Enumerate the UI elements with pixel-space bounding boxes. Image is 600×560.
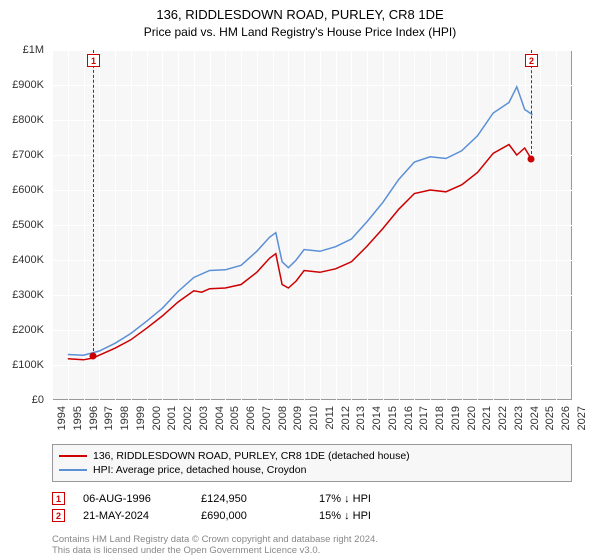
x-tick-label: 2002 [182,406,194,430]
y-tick-label: £600K [0,184,44,196]
x-tick-label: 2010 [308,406,320,430]
y-tick-label: £400K [0,254,44,266]
series-lines [52,50,572,400]
x-tick-label: 2025 [544,406,556,430]
marker-flag-1: 1 [87,54,100,67]
x-tick-label: 2016 [403,406,415,430]
y-tick-label: £200K [0,324,44,336]
x-tick-label: 2003 [198,406,210,430]
marker-box-1: 1 [52,492,65,505]
marker-price-1: £124,950 [201,493,301,505]
x-tick-label: 2006 [245,406,257,430]
marker-dot-2 [528,155,535,162]
x-tick-label: 2013 [355,406,367,430]
x-tick-label: 2004 [214,406,226,430]
grid-h [52,400,572,401]
x-tick-label: 2007 [261,406,273,430]
x-tick-label: 2000 [151,406,163,430]
x-tick-label: 1996 [88,406,100,430]
x-tick-label: 2001 [166,406,178,430]
x-tick-label: 1995 [72,406,84,430]
x-tick-label: 2014 [371,406,383,430]
x-tick-label: 2008 [277,406,289,430]
x-tick-label: 2022 [497,406,509,430]
x-tick-label: 2009 [292,406,304,430]
x-tick-label: 2015 [387,406,399,430]
x-tick-label: 2020 [466,406,478,430]
x-tick-label: 2005 [229,406,241,430]
marker-table: 1 06-AUG-1996 £124,950 17% ↓ HPI 2 21-MA… [52,490,572,524]
legend-swatch-price [59,455,87,457]
chart-area: 12 £0£100K£200K£300K£400K£500K£600K£700K… [52,50,572,400]
marker-row-2: 2 21-MAY-2024 £690,000 15% ↓ HPI [52,507,572,524]
chart-container: 136, RIDDLESDOWN ROAD, PURLEY, CR8 1DE P… [0,0,600,560]
marker-box-2: 2 [52,509,65,522]
x-tick-label: 2021 [481,406,493,430]
x-tick-label: 2024 [529,406,541,430]
marker-row-1: 1 06-AUG-1996 £124,950 17% ↓ HPI [52,490,572,507]
y-tick-label: £700K [0,149,44,161]
x-tick-label: 2018 [434,406,446,430]
title-main: 136, RIDDLESDOWN ROAD, PURLEY, CR8 1DE [0,6,600,24]
y-tick-label: £0 [0,394,44,406]
x-tick-label: 1997 [103,406,115,430]
legend-label-price: 136, RIDDLESDOWN ROAD, PURLEY, CR8 1DE (… [93,450,410,462]
series-hpi [68,87,533,355]
y-tick-label: £900K [0,79,44,91]
x-tick-label: 1998 [119,406,131,430]
legend-row-price: 136, RIDDLESDOWN ROAD, PURLEY, CR8 1DE (… [59,449,565,463]
marker-delta-2: 15% ↓ HPI [319,510,419,522]
y-tick-label: £300K [0,289,44,301]
x-tick-label: 2012 [340,406,352,430]
legend-swatch-hpi [59,469,87,471]
footer: Contains HM Land Registry data © Crown c… [52,534,378,557]
x-tick-label: 2017 [418,406,430,430]
y-tick-label: £800K [0,114,44,126]
series-price_paid [68,145,531,360]
marker-delta-1: 17% ↓ HPI [319,493,419,505]
title-block: 136, RIDDLESDOWN ROAD, PURLEY, CR8 1DE P… [0,0,600,41]
x-tick-label: 2019 [450,406,462,430]
legend-label-hpi: HPI: Average price, detached house, Croy… [93,464,306,476]
x-tick-label: 1994 [56,406,68,430]
x-tick-label: 2023 [513,406,525,430]
y-tick-label: £1M [0,44,44,56]
x-tick-label: 2027 [576,406,588,430]
marker-flag-2: 2 [525,54,538,67]
marker-price-2: £690,000 [201,510,301,522]
y-tick-label: £500K [0,219,44,231]
footer-line2: This data is licensed under the Open Gov… [52,545,378,556]
legend-row-hpi: HPI: Average price, detached house, Croy… [59,463,565,477]
marker-date-1: 06-AUG-1996 [83,493,183,505]
marker-date-2: 21-MAY-2024 [83,510,183,522]
title-sub: Price paid vs. HM Land Registry's House … [0,24,600,41]
x-tick-label: 1999 [135,406,147,430]
legend: 136, RIDDLESDOWN ROAD, PURLEY, CR8 1DE (… [52,444,572,482]
marker-dot-1 [89,353,96,360]
footer-line1: Contains HM Land Registry data © Crown c… [52,534,378,545]
x-tick-label: 2026 [560,406,572,430]
grid-v [572,50,573,400]
x-tick-label: 2011 [324,406,336,430]
y-tick-label: £100K [0,359,44,371]
marker-dash-1 [93,50,94,356]
